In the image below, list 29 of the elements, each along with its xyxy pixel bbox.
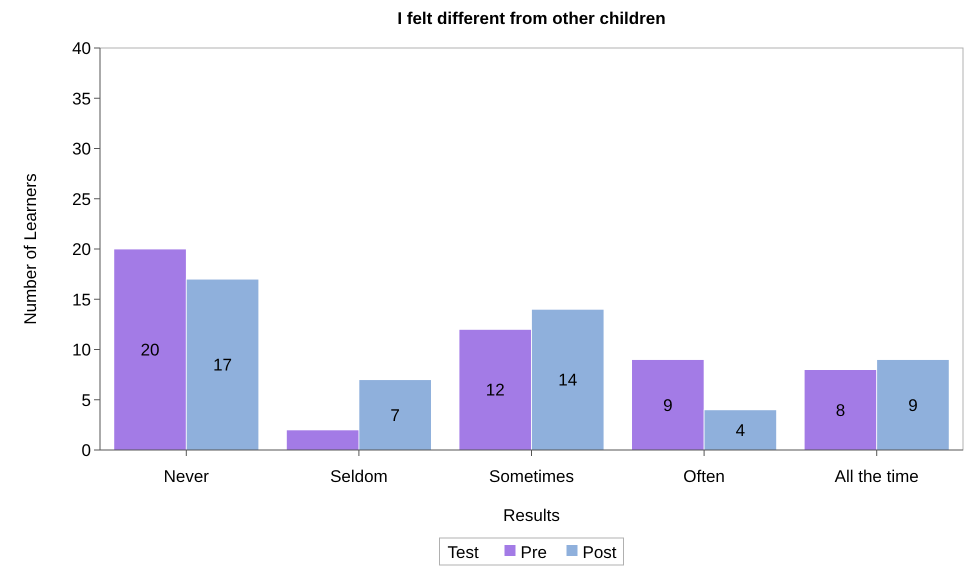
data-label: 4 [736,420,746,440]
y-tick-label: 20 [72,240,91,259]
y-tick-label: 35 [72,89,91,108]
y-tick-label: 10 [72,340,91,360]
data-label: 9 [663,396,673,415]
y-axis-title: Number of Learners [21,173,40,325]
data-label: 7 [390,406,400,425]
data-label: 9 [908,396,918,415]
x-tick-label: All the time [834,467,919,486]
y-tick-label: 40 [72,39,91,58]
chart-title: I felt different from other children [397,9,666,28]
x-tick-label: Often [683,467,725,486]
y-tick-label: 5 [82,390,91,410]
data-label: 12 [486,380,505,400]
data-label: 14 [558,370,578,390]
data-label: 8 [836,400,846,420]
x-tick-label: Sometimes [488,467,574,486]
y-tick-label: 15 [72,290,91,310]
x-tick-label: Seldom [330,467,388,486]
legend-label: Pre [520,543,547,562]
y-tick-label: 30 [72,140,91,158]
y-tick-label: 0 [82,441,91,460]
x-tick-label: Never [164,467,210,486]
legend-label: Post [582,543,617,562]
legend-title: Test [448,543,479,562]
data-label: 17 [213,356,232,375]
x-axis-title: Results [503,506,560,525]
data-label: 20 [140,340,160,360]
y-tick-label: 25 [72,190,91,209]
